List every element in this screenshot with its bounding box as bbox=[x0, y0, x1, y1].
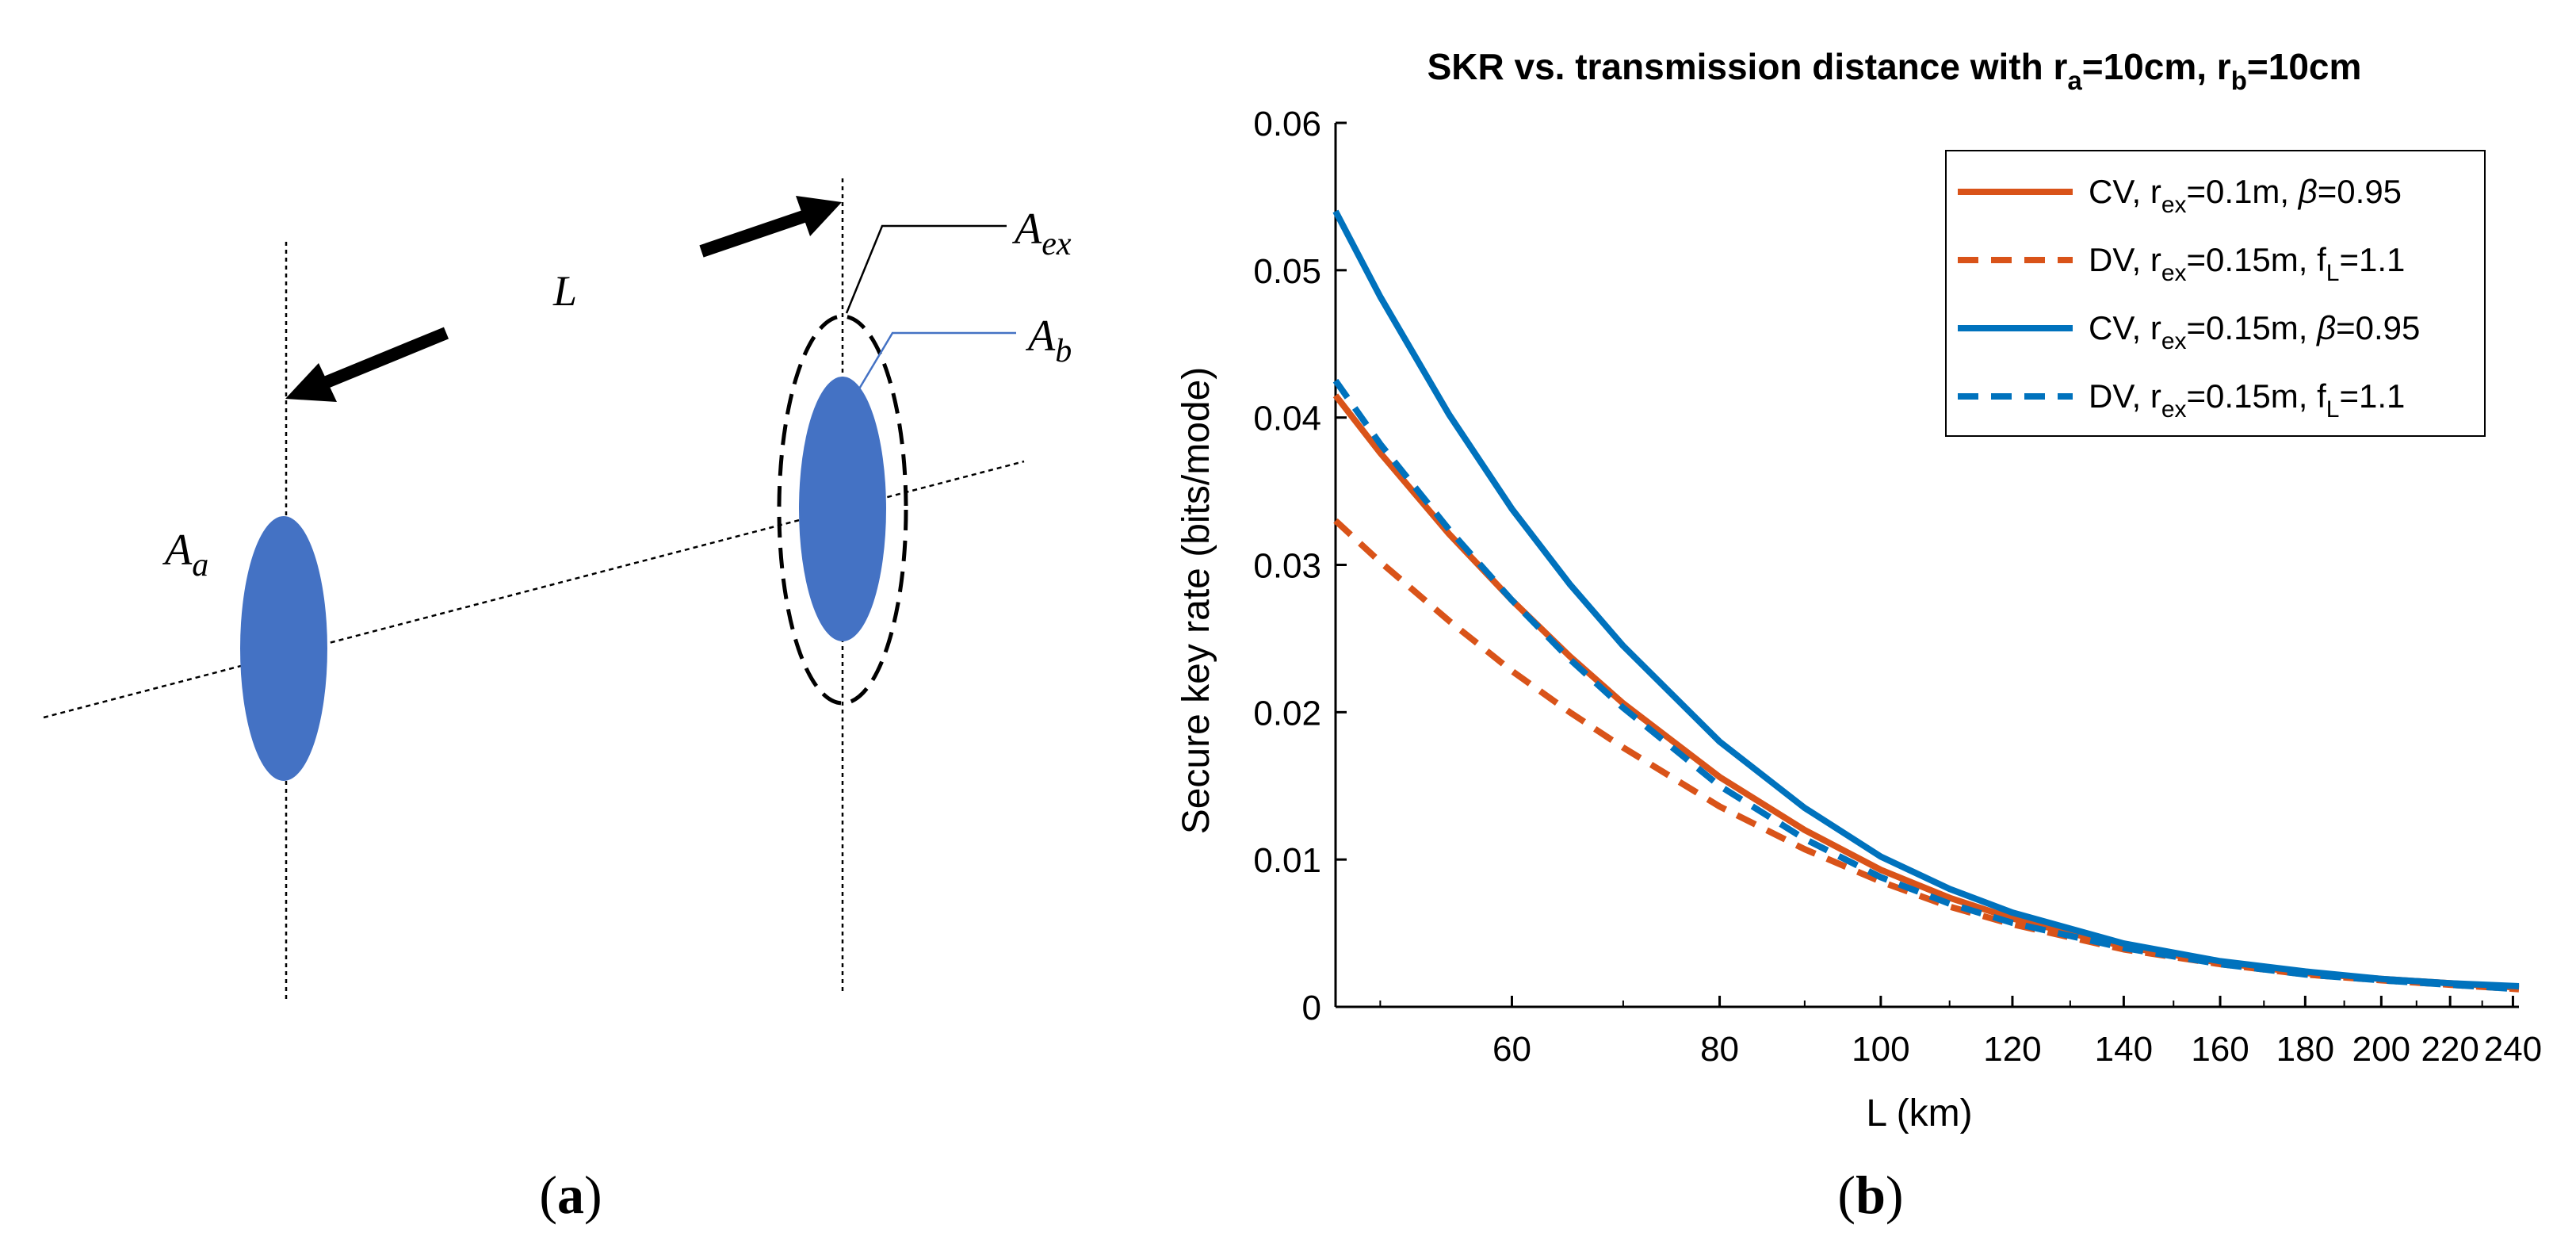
panel-b-caption-open: ( bbox=[1837, 1165, 1856, 1225]
aperture-ex-label: Aex bbox=[1011, 205, 1072, 262]
aperture-b-label-main: A bbox=[1025, 312, 1056, 361]
y-tick-label: 0 bbox=[1302, 989, 1321, 1027]
text-part: CV, r bbox=[2089, 309, 2161, 346]
text-part: =0.95 bbox=[2336, 309, 2420, 346]
aperture-b-leader-line bbox=[857, 331, 1016, 391]
x-tick-label: 60 bbox=[1492, 1030, 1531, 1069]
distance-label: L bbox=[552, 267, 577, 315]
text-part: DV, r bbox=[2089, 241, 2161, 278]
x-tick-label: 220 bbox=[2421, 1030, 2479, 1069]
panel-a-diagram: L Aa Aex Ab (a) bbox=[43, 178, 1072, 1225]
y-tick-label: 0.04 bbox=[1253, 400, 1321, 438]
legend-entry-1: CV, rex=0.1m, β=0.95 bbox=[2089, 173, 2402, 218]
aperture-b-label-sub: b bbox=[1055, 333, 1072, 369]
aperture-a-ellipse bbox=[240, 516, 327, 781]
text-part: =0.15m, bbox=[2187, 309, 2318, 346]
arrow-right-icon bbox=[796, 196, 842, 236]
aperture-ex-label-main: A bbox=[1011, 205, 1042, 254]
panel-b-caption-close: ) bbox=[1886, 1165, 1904, 1225]
x-axis-ticks: 60 80 100 120 140 160 180 200 220 240 bbox=[1379, 996, 2542, 1069]
x-tick-label: 80 bbox=[1700, 1030, 1739, 1069]
text-part: =10cm, r bbox=[2082, 46, 2231, 87]
x-tick-label: 200 bbox=[2352, 1030, 2410, 1069]
panel-b-caption: (b) bbox=[1837, 1165, 1903, 1225]
text-part: β bbox=[2297, 173, 2318, 210]
x-tick-label: 240 bbox=[2484, 1030, 2542, 1069]
text-part: =0.15m, f bbox=[2187, 377, 2327, 415]
series-line-2 bbox=[1333, 518, 2520, 993]
series-line-4 bbox=[1332, 378, 2520, 993]
panel-a-caption-letter: a bbox=[557, 1165, 584, 1225]
aperture-b-ellipse bbox=[799, 377, 886, 641]
text-part: CV, r bbox=[2089, 173, 2161, 210]
y-tick-label: 0.06 bbox=[1253, 105, 1321, 143]
aperture-ex-dashed-ellipse bbox=[777, 314, 908, 706]
panel-a-caption: (a) bbox=[539, 1165, 602, 1225]
x-axis-label: L (km) bbox=[1866, 1092, 1972, 1134]
chart-title: SKR vs. transmission distance with ra=10… bbox=[1428, 46, 2362, 95]
panel-a-caption-open: ( bbox=[539, 1165, 557, 1225]
legend-entry-2: DV, rex=0.15m, fL=1.1 bbox=[2089, 241, 2405, 286]
aperture-a-label: Aa bbox=[162, 526, 208, 583]
x-tick-label: 140 bbox=[2095, 1030, 2153, 1069]
text-part: ex bbox=[2161, 192, 2187, 218]
text-part: =0.15m, f bbox=[2187, 241, 2327, 278]
text-part: SKR vs. transmission distance with r bbox=[1428, 46, 2068, 87]
text-part: =1.1 bbox=[2339, 377, 2405, 415]
text-part: ex bbox=[2161, 328, 2187, 354]
x-tick-label: 120 bbox=[1983, 1030, 2041, 1069]
x-tick-label: 160 bbox=[2191, 1030, 2249, 1069]
text-part: a bbox=[2067, 66, 2082, 95]
text-part: =0.95 bbox=[2318, 173, 2402, 210]
legend-entry-3: CV, rex=0.15m, β=0.95 bbox=[2089, 309, 2420, 354]
y-axis-label: Secure key rate (bits/mode) bbox=[1175, 367, 1217, 835]
text-part: L bbox=[2326, 260, 2340, 286]
y-tick-label: 0.01 bbox=[1253, 841, 1321, 880]
aperture-a-label-main: A bbox=[162, 526, 193, 575]
panel-a-caption-close: ) bbox=[584, 1165, 602, 1225]
aperture-a-label-sub: a bbox=[192, 547, 208, 583]
aperture-ex-label-sub: ex bbox=[1041, 226, 1072, 262]
text-part: L bbox=[2326, 396, 2340, 423]
y-axis-ticks: 0 0.01 0.02 0.03 0.04 0.05 0.06 bbox=[1253, 105, 1347, 1027]
optical-axis-line bbox=[43, 460, 1025, 719]
y-tick-label: 0.05 bbox=[1253, 252, 1321, 291]
legend-entry-4: DV, rex=0.15m, fL=1.1 bbox=[2089, 377, 2405, 423]
x-tick-label: 100 bbox=[1852, 1030, 1909, 1069]
text-part: DV, r bbox=[2089, 377, 2161, 415]
y-tick-label: 0.02 bbox=[1253, 694, 1321, 733]
panel-b-chart: SKR vs. transmission distance with ra=10… bbox=[1175, 46, 2542, 1225]
text-part: ex bbox=[2161, 396, 2187, 423]
arrow-left-icon bbox=[285, 363, 337, 402]
text-part: ex bbox=[2161, 260, 2187, 286]
text-part: =10cm bbox=[2247, 46, 2362, 87]
aperture-b-label: Ab bbox=[1025, 312, 1072, 369]
chart-series bbox=[1332, 209, 2520, 993]
text-part: b bbox=[2231, 66, 2247, 95]
aperture-ex-leader-line bbox=[845, 224, 1007, 314]
arrow-left-shaft bbox=[323, 327, 449, 388]
x-tick-label: 180 bbox=[2276, 1030, 2334, 1069]
panel-b-caption-letter: b bbox=[1856, 1165, 1886, 1225]
legend-box bbox=[1945, 150, 2486, 437]
y-tick-label: 0.03 bbox=[1253, 547, 1321, 586]
arrow-right-shaft bbox=[699, 210, 806, 258]
text-part: =1.1 bbox=[2339, 241, 2405, 278]
text-part: =0.1m, bbox=[2187, 173, 2299, 210]
text-part: β bbox=[2315, 309, 2336, 346]
